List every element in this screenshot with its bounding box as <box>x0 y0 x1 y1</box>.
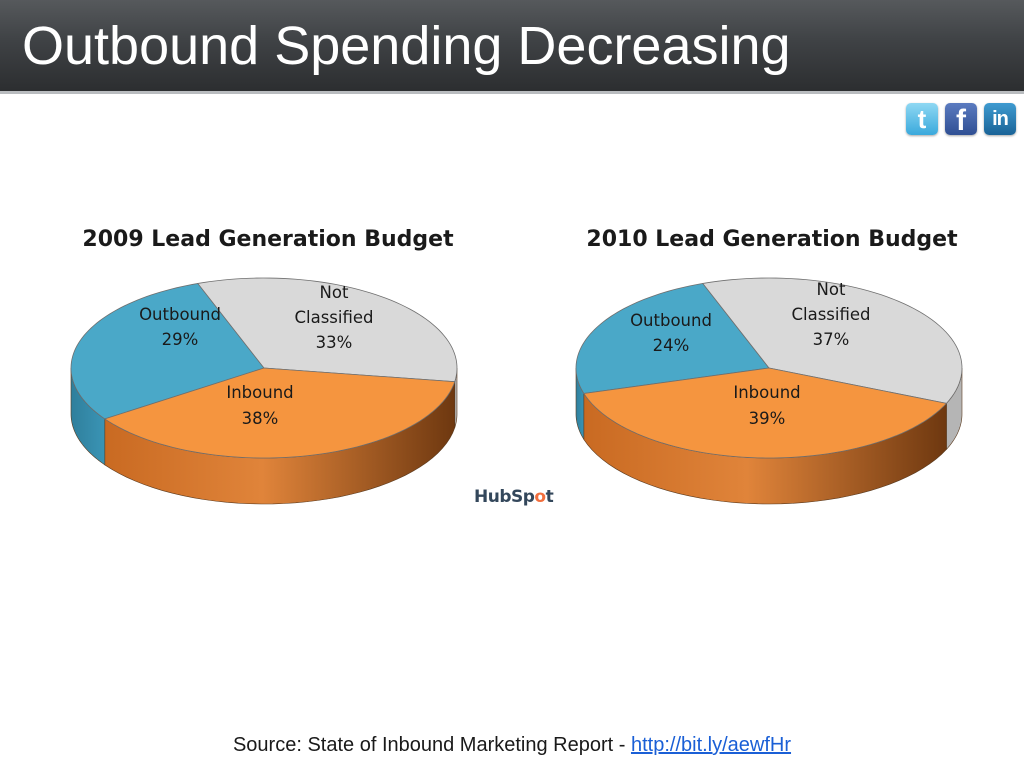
pie-slice-not-classified <box>702 277 963 404</box>
slice-label-inbound: 39% <box>749 409 786 428</box>
pie-slice-inbound <box>583 367 948 459</box>
chart-title: 2010 Lead Generation Budget <box>586 227 958 252</box>
hubspot-sprocket-icon: o <box>534 487 546 507</box>
slice-label-outbound: Outbound <box>630 311 712 330</box>
chart-2009: 2009 Lead Generation Budget Outbound 29% No… <box>70 227 458 505</box>
slide-title: Outbound Spending Decreasing <box>22 16 791 76</box>
slice-label-not-classified: Classified <box>294 308 373 327</box>
pie-slice-inbound <box>103 367 456 459</box>
slice-label-inbound: Inbound <box>733 383 800 402</box>
chart-title: 2009 Lead Generation Budget <box>82 227 454 252</box>
slice-label-outbound: Outbound <box>139 305 221 324</box>
slice-label-not-classified: Not <box>817 280 846 299</box>
slice-label-inbound: 38% <box>242 409 279 428</box>
source-text: Source: State of Inbound Marketing Repor… <box>232 734 631 756</box>
slice-label-inbound: Inbound <box>226 383 293 402</box>
title-bar: Outbound Spending Decreasing <box>0 0 1024 94</box>
hubspot-logo: HubSpot <box>474 487 554 507</box>
pie-slice-not-classified <box>197 277 458 383</box>
pie-slice-outbound <box>575 283 770 394</box>
hubspot-logo-text: HubSpot <box>474 487 554 507</box>
slice-label-outbound: 24% <box>653 336 690 355</box>
slice-label-not-classified: Not <box>320 283 349 302</box>
linkedin-icon[interactable]: in <box>984 103 1016 135</box>
slice-label-outbound: 29% <box>162 330 199 349</box>
chart-2010: 2010 Lead Generation Budget Outbound 24% No… <box>575 227 963 505</box>
facebook-icon[interactable]: f <box>945 103 977 137</box>
slice-label-not-classified: Classified <box>791 305 870 324</box>
slice-label-not-classified: 33% <box>316 333 353 352</box>
pie-slice-outbound <box>70 283 265 420</box>
twitter-icon[interactable]: t <box>906 103 938 135</box>
source-link[interactable]: http://bit.ly/aewfHr <box>630 734 792 756</box>
source-citation: Source: State of Inbound Marketing Repor… <box>0 734 1024 757</box>
slice-label-not-classified: 37% <box>813 330 850 349</box>
